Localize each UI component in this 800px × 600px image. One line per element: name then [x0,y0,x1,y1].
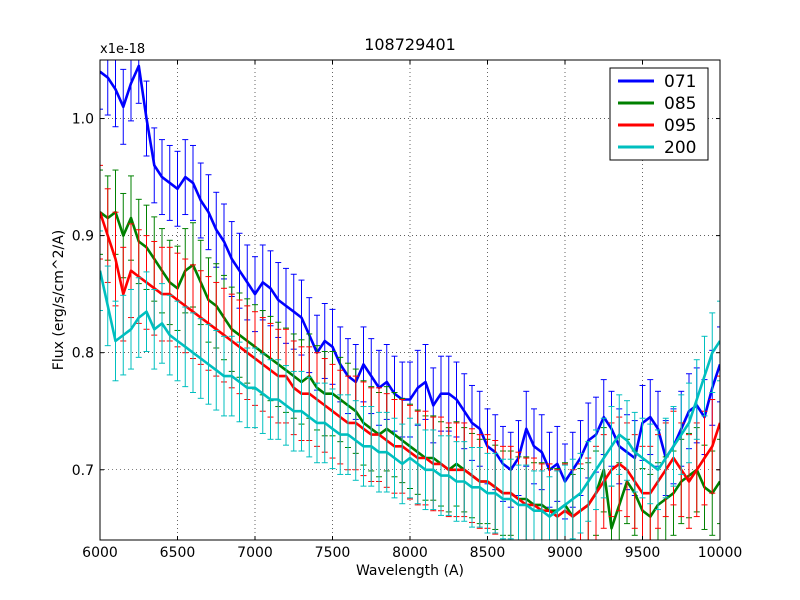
x-tick-label: 9000 [547,545,583,561]
x-tick-label: 6000 [82,545,118,561]
legend-label-085: 085 [664,94,696,114]
series-200 [100,230,720,540]
x-tick-label: 6500 [160,545,196,561]
axis-ticks: 6000 6500 7000 7500 8000 8500 9000 9500 10000 0.7… [72,60,743,561]
legend-label-200: 200 [664,138,696,158]
y-tick-label: 0.9 [72,229,94,245]
x-tick-label: 10000 [698,545,743,561]
x-axis-label: Wavelength (A) [356,563,464,579]
y-tick-label: 0.8 [72,346,94,362]
legend-label-071: 071 [664,72,696,92]
y-multiplier-label: x1e-18 [100,42,145,57]
y-axis-label: Flux (erg/s/cm^2/A) [51,230,67,370]
x-tick-label: 7000 [237,545,273,561]
x-tick-label: 8000 [392,545,428,561]
legend-label-095: 095 [664,116,696,136]
series-line-200 [100,270,720,518]
legend: 071 085 095 200 [609,67,709,161]
chart-title: 108729401 [364,35,456,54]
legend-box [609,67,709,161]
x-tick-label: 7500 [315,545,351,561]
y-tick-label: 1.0 [72,112,94,128]
y-tick-label: 0.7 [72,463,94,479]
x-tick-label: 8500 [470,545,506,561]
x-tick-label: 9500 [625,545,661,561]
series-layer [100,60,720,540]
